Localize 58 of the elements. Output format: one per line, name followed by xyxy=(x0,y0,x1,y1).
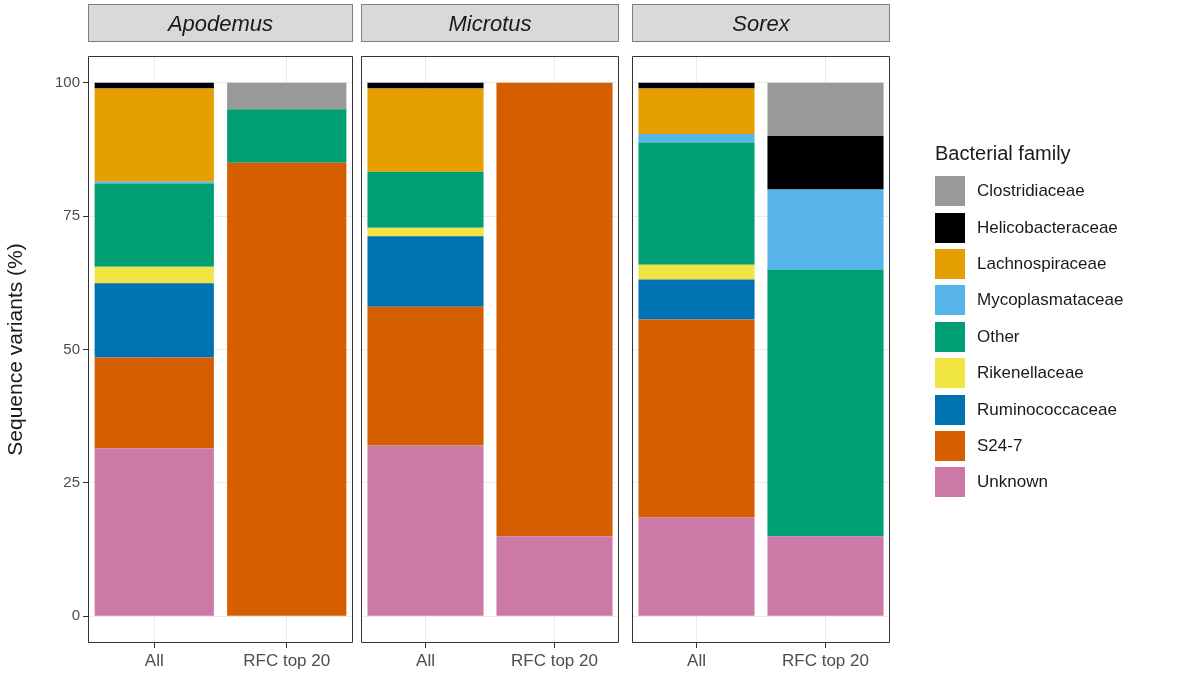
legend-title: Bacterial family xyxy=(935,142,1072,165)
bar xyxy=(638,82,755,89)
legend-label: Other xyxy=(977,326,1020,347)
x-tick-label: RFC top 20 xyxy=(243,650,331,670)
legend-label: Clostridiaceae xyxy=(977,181,1085,202)
bar xyxy=(367,88,484,172)
bar xyxy=(227,82,347,110)
y-tick-label: 0 xyxy=(71,606,80,624)
bar xyxy=(638,264,755,280)
x-tick-label: All xyxy=(144,650,164,670)
bar xyxy=(94,183,214,267)
x-tick-label: RFC top 20 xyxy=(782,650,869,670)
y-tick-label: 100 xyxy=(54,72,80,90)
legend-label: Mycoplasmataceae xyxy=(977,290,1124,311)
bar xyxy=(367,306,484,446)
legend-label: Unknown xyxy=(977,472,1048,493)
bar xyxy=(496,82,613,537)
bar xyxy=(94,283,214,358)
bar xyxy=(638,133,755,143)
bar xyxy=(94,448,214,616)
bar xyxy=(767,82,884,137)
x-tick-label: All xyxy=(687,650,706,670)
chart-title: Apodemus xyxy=(88,4,353,42)
bar xyxy=(638,319,755,518)
x-tick-label: RFC top 20 xyxy=(511,650,598,670)
bar xyxy=(367,227,484,237)
bar xyxy=(94,82,214,89)
legend-label: S24-7 xyxy=(977,435,1023,456)
bar xyxy=(227,109,347,163)
y-tick-label: 50 xyxy=(63,339,80,357)
bar xyxy=(767,269,884,537)
chart-title: Microtus xyxy=(361,4,619,42)
legend-label: Lachnospiraceae xyxy=(977,253,1107,274)
x-tick-label: All xyxy=(416,650,435,670)
y-tick-label: 75 xyxy=(63,206,80,224)
chart-title: Sorex xyxy=(632,4,890,42)
bar xyxy=(767,189,884,270)
bar xyxy=(94,88,214,182)
bar xyxy=(367,236,484,307)
bar xyxy=(767,536,884,616)
bar xyxy=(94,357,214,449)
bar xyxy=(227,162,347,616)
bar xyxy=(638,142,755,265)
legend-label: Ruminococcaceae xyxy=(977,399,1117,420)
bar xyxy=(94,181,214,184)
bar xyxy=(496,536,613,616)
bar xyxy=(94,266,214,284)
bar xyxy=(367,445,484,616)
bar xyxy=(367,82,484,89)
legend-label: Helicobacteraceae xyxy=(977,217,1118,238)
y-tick-label: 25 xyxy=(63,473,80,491)
bar xyxy=(638,517,755,616)
bar xyxy=(638,88,755,134)
bar xyxy=(767,136,884,190)
legend-label: Rikenellaceae xyxy=(977,363,1084,384)
bar xyxy=(638,279,755,320)
y-axis-title: Sequence variants (%) xyxy=(3,243,27,456)
bar xyxy=(367,171,484,228)
